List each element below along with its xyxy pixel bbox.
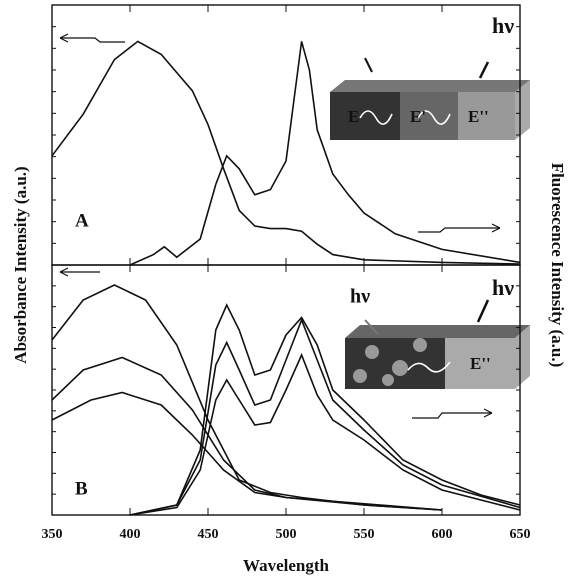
- y2-axis-label: Fluorescence Intensity (a.u.): [548, 163, 567, 368]
- line: [51, 284, 443, 511]
- x-tick-label: 500: [276, 527, 297, 542]
- annotation: E'': [468, 107, 489, 126]
- x-tick-label: 650: [510, 527, 531, 542]
- annotation: hν: [350, 286, 370, 308]
- panel-label: B: [75, 478, 88, 499]
- inset-top: [330, 57, 530, 140]
- panel-label: A: [75, 210, 89, 231]
- line: [129, 303, 521, 516]
- x-tick-label: 450: [198, 527, 219, 542]
- annotation: E: [348, 107, 359, 126]
- annotation: hν: [492, 275, 514, 300]
- line: [129, 352, 521, 516]
- x-tick-label: 550: [354, 527, 375, 542]
- line: [129, 41, 521, 266]
- annotation: hν: [492, 13, 514, 38]
- x-axis-label: Wavelength: [243, 556, 329, 575]
- annotation: E'': [470, 354, 491, 373]
- inset-bottom: [345, 299, 530, 389]
- x-tick-label: 350: [42, 527, 63, 542]
- x-tick-label: 600: [432, 527, 453, 542]
- arrows: [59, 33, 501, 419]
- line: [51, 40, 521, 265]
- x-tick-label: 400: [120, 527, 141, 542]
- y-axis-label: Absorbance Intensity (a.u.): [11, 166, 30, 363]
- annotation: E': [410, 107, 426, 126]
- line: [51, 391, 443, 511]
- line: [129, 317, 521, 516]
